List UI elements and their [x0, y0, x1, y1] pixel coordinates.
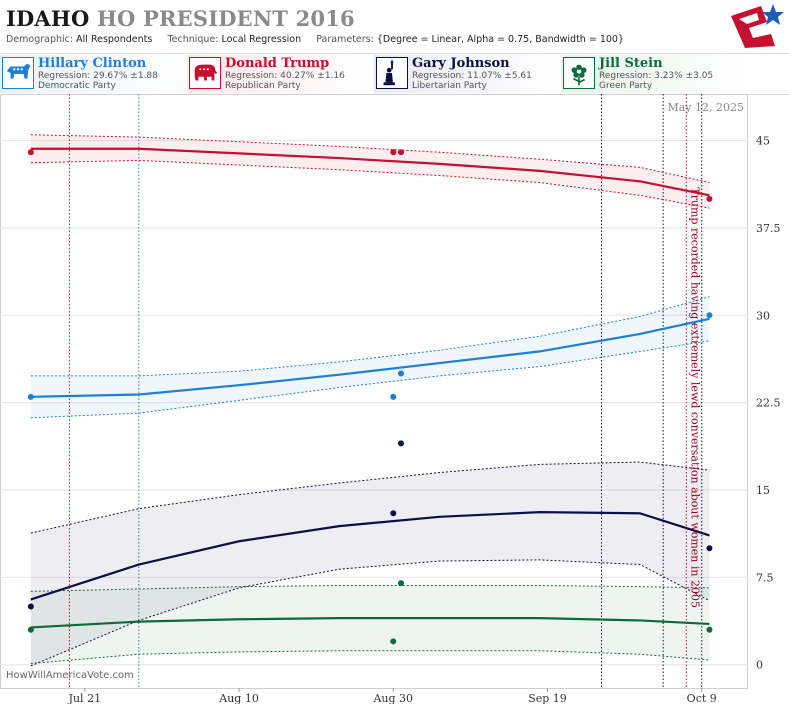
y-tick-label: 22.5	[756, 397, 781, 410]
confidence-bands	[30, 134, 710, 667]
y-tick-label: 45	[756, 135, 770, 148]
x-tick-label: Sep 19	[528, 692, 567, 704]
donkey-icon	[2, 57, 34, 89]
poll-point	[706, 195, 713, 202]
poll-point	[27, 626, 34, 633]
candidate-name: Jill Stein	[599, 56, 663, 71]
candidate-legend: Hillary Clinton Regression: 29.67% ±1.88…	[0, 53, 789, 95]
candidate-name: Donald Trump	[225, 56, 330, 71]
site-logo-icon	[731, 4, 784, 48]
parameters-value: {Degree = Linear, Alpha = 0.75, Bandwidt…	[376, 34, 624, 45]
x-tick-label: Jul 21	[68, 692, 102, 704]
candidate-name: Gary Johnson	[412, 56, 510, 71]
technique-value: Local Regression	[221, 34, 302, 45]
x-axis-ticks: Jul 21 Aug 10 Aug 30 Sep 19 Oct 9	[68, 688, 717, 704]
regression-line	[30, 511, 710, 601]
parameters-label: Parameters:	[316, 34, 374, 45]
upper-bound-line	[30, 296, 710, 377]
poll-point	[27, 393, 34, 400]
elephant-icon	[189, 57, 221, 89]
upper-bound-line	[30, 134, 710, 184]
regression-line	[30, 617, 710, 629]
gridlines	[0, 140, 748, 666]
demographic-value: All Respondents	[76, 34, 153, 45]
lower-bound-line	[30, 159, 710, 209]
candidate-party: Republican Party	[225, 81, 301, 91]
candidate-card-johnson[interactable]: Gary Johnson Regression: 11.07% ±5.61 Li…	[374, 55, 559, 93]
date-stamp: May 12, 2025	[667, 101, 744, 114]
lower-bound-line	[30, 340, 710, 419]
candidate-regression: Regression: 3.23% ±3.05	[599, 71, 714, 81]
candidate-card-clinton[interactable]: Hillary Clinton Regression: 29.67% ±1.88…	[0, 55, 185, 93]
upper-bound-line	[30, 585, 710, 592]
lower-bound-line	[30, 559, 710, 667]
poll-point	[397, 580, 404, 587]
poll-points	[27, 149, 713, 645]
y-axis-ticks: 0 7.5 15 22.5 30 37.5 45	[756, 135, 781, 672]
chart-title: IDAHO HO PRESIDENT 2016	[6, 6, 355, 31]
y-tick-label: 7.5	[756, 571, 774, 584]
poll-point	[27, 149, 34, 156]
state-name: IDAHO	[6, 6, 90, 31]
poll-point	[27, 603, 34, 610]
x-tick-label: Aug 30	[372, 692, 413, 704]
race-name: HO PRESIDENT 2016	[96, 6, 355, 31]
event-annotation: Trump recorded having extremely lewd con…	[688, 187, 701, 608]
poll-point	[397, 149, 404, 156]
poll-point	[706, 312, 713, 319]
poll-point	[390, 393, 397, 400]
poll-point	[390, 510, 397, 517]
poll-point	[390, 149, 397, 156]
y-tick-label: 37.5	[756, 222, 781, 235]
regression-lines	[30, 147, 710, 629]
candidate-name: Hillary Clinton	[38, 56, 147, 71]
x-tick-label: Aug 10	[218, 692, 259, 704]
lower-bound-line	[30, 650, 710, 665]
candidate-card-stein[interactable]: Jill Stein Regression: 3.23% ±3.05 Green…	[561, 55, 746, 93]
watermark: HowWillAmericaVote.com	[6, 670, 134, 681]
chart-area: 0 7.5 15 22.5 30 37.5 45 Jul 21 Aug 10 Aug 30 Sep…	[0, 94, 781, 704]
y-tick-label: 0	[756, 659, 763, 672]
upper-bound-line	[30, 461, 710, 534]
regression-line	[30, 147, 710, 197]
poll-point	[706, 545, 713, 552]
candidate-regression: Regression: 29.67% ±1.88	[38, 71, 158, 81]
candidate-party: Green Party	[599, 81, 653, 91]
statue-of-liberty-icon	[376, 57, 408, 89]
flower-icon	[563, 57, 595, 89]
confidence-band	[30, 296, 710, 418]
poll-point	[706, 626, 713, 633]
technique-label: Technique:	[167, 34, 219, 45]
regression-line	[30, 317, 710, 398]
candidate-party: Libertarian Party	[412, 81, 487, 91]
poll-point	[390, 638, 397, 645]
y-tick-label: 30	[756, 309, 770, 322]
candidate-party: Democratic Party	[38, 81, 116, 91]
confidence-band	[30, 585, 710, 664]
confidence-band	[30, 134, 710, 209]
header: IDAHO HO PRESIDENT 2016 Demographic: All…	[0, 0, 789, 52]
candidate-card-trump[interactable]: Donald Trump Regression: 40.27% ±1.16 Re…	[187, 55, 372, 93]
candidate-regression: Regression: 40.27% ±1.16	[225, 71, 345, 81]
parameters-line: Demographic: All Respondents Technique: …	[6, 34, 624, 45]
x-tick-label: Oct 9	[687, 692, 717, 704]
y-tick-label: 15	[756, 484, 770, 497]
poll-point	[397, 440, 404, 447]
poll-point	[397, 370, 404, 377]
plot-frame	[0, 94, 748, 689]
demographic-label: Demographic:	[6, 34, 74, 45]
candidate-regression: Regression: 11.07% ±5.61	[412, 71, 532, 81]
